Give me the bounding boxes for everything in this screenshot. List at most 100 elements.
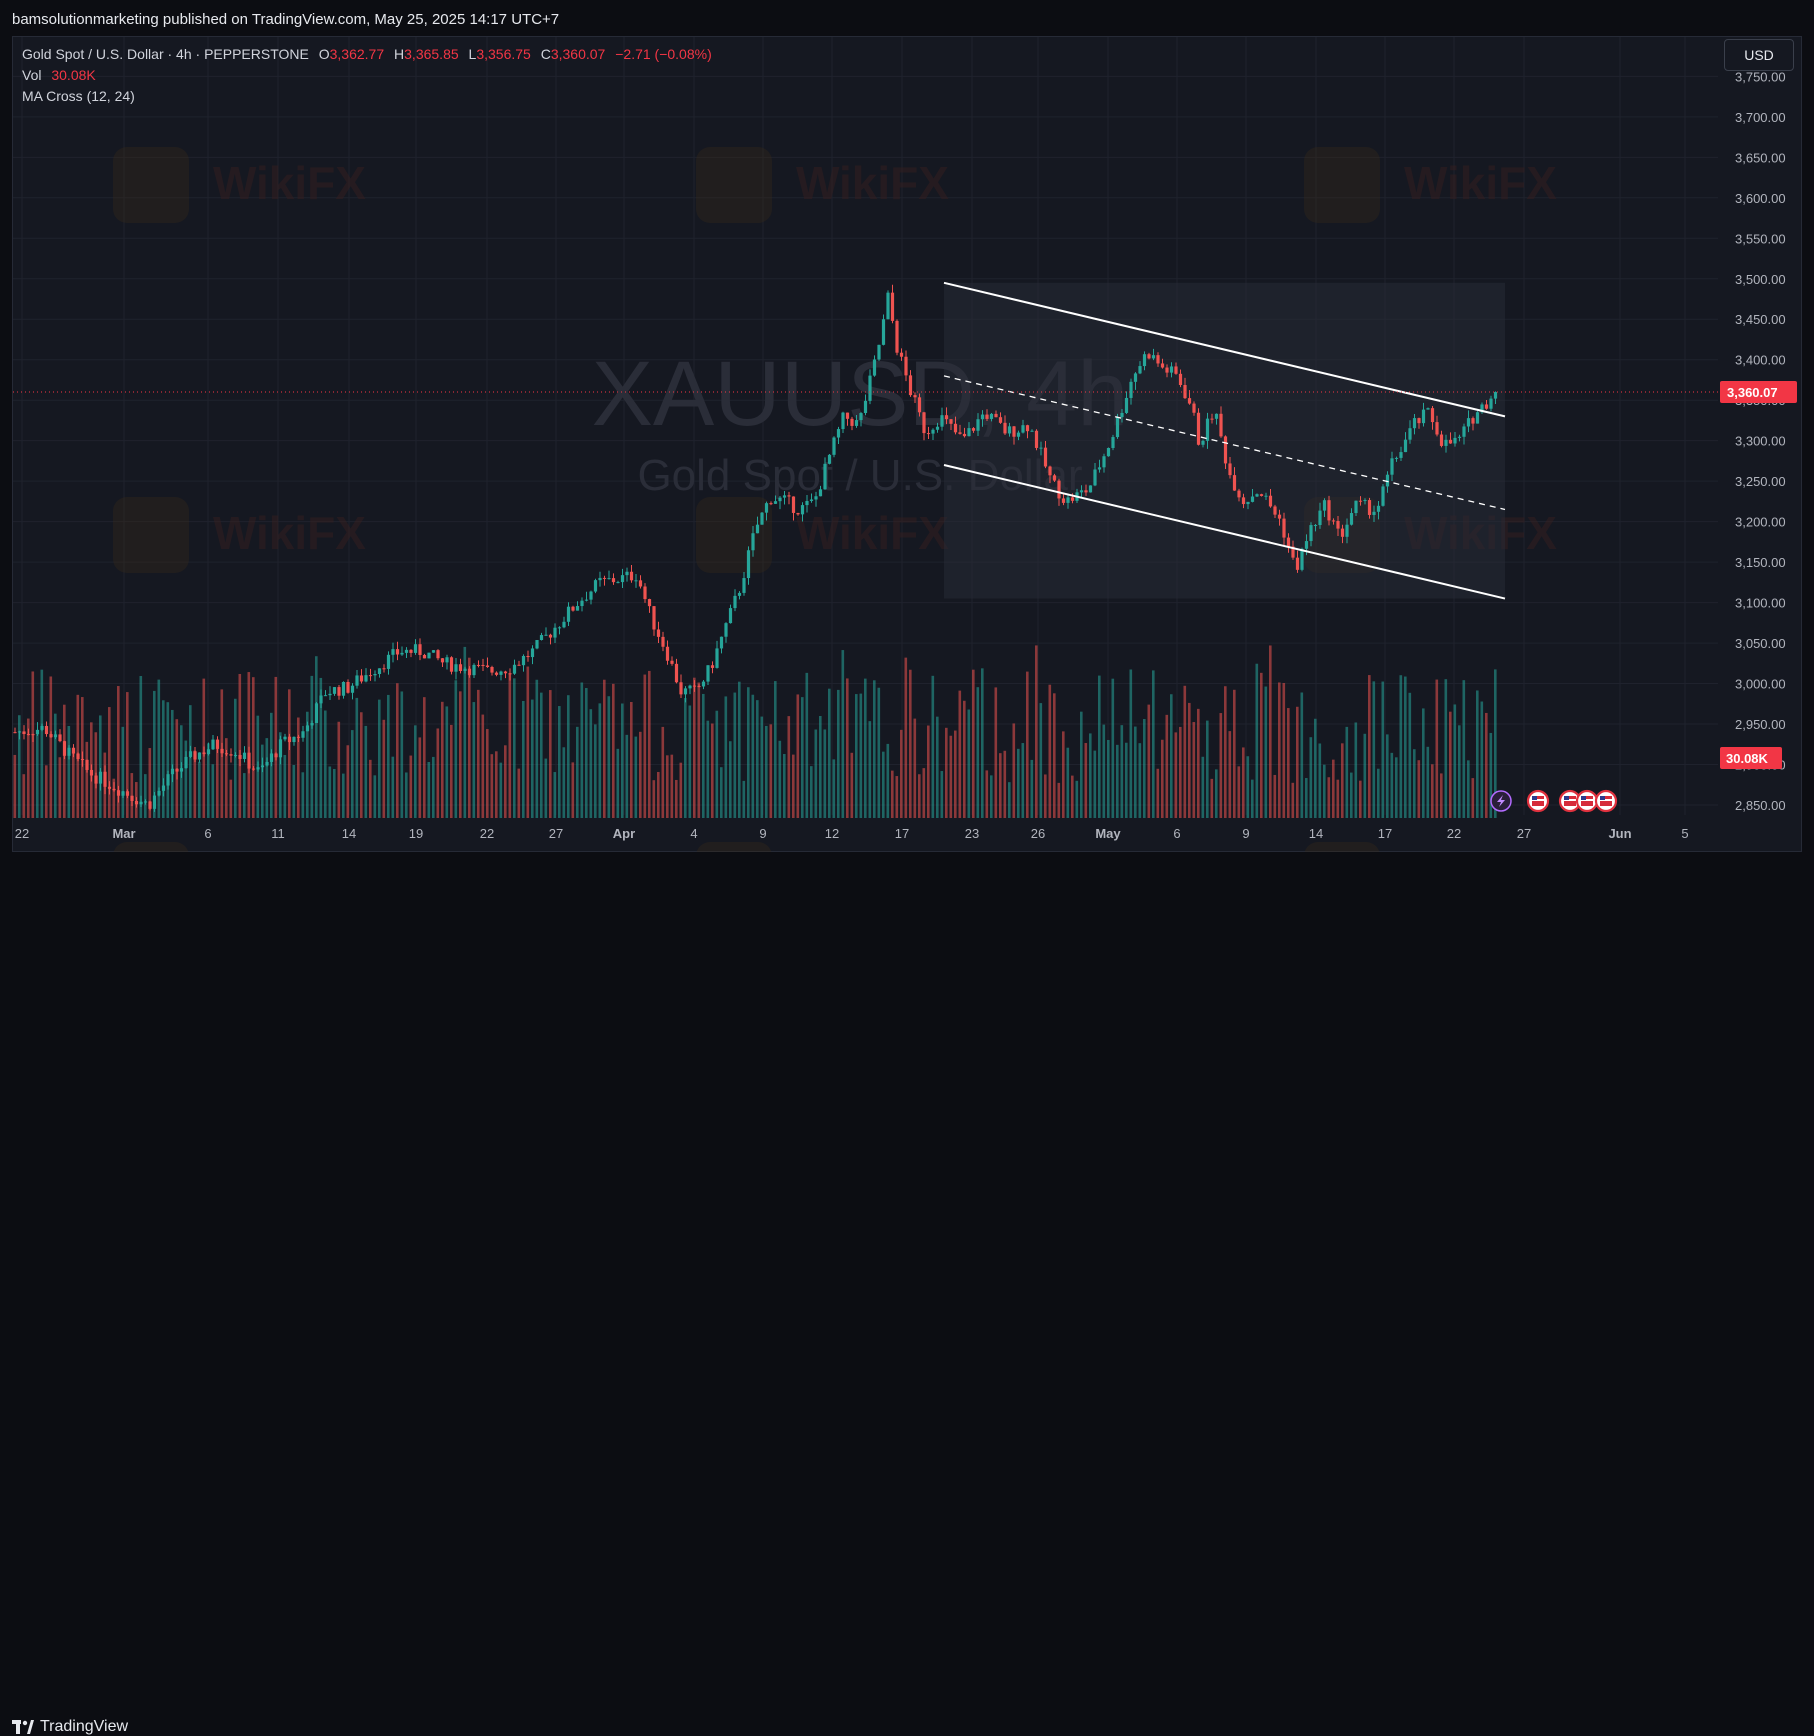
high-value: 3,365.85 <box>404 46 459 62</box>
volume-bar <box>1183 685 1187 818</box>
candle-body <box>544 634 548 636</box>
volume-bar <box>481 714 485 818</box>
volume-bar <box>274 676 278 818</box>
candle-body <box>692 685 697 687</box>
volume-bar <box>976 687 980 818</box>
price-chart[interactable]: WikiFXWikiFXWikiFXWikiFXWikiFXWikiFXWiki… <box>0 0 1814 897</box>
wikifx-logo-icon <box>113 497 189 573</box>
volume-bar <box>472 702 476 818</box>
candle-body <box>1079 490 1084 493</box>
candle-body <box>1435 422 1439 435</box>
volume-bar <box>1278 682 1281 818</box>
y-tick-label: 3,150.00 <box>1735 555 1786 570</box>
volume-bar <box>1201 756 1205 818</box>
candle-body <box>976 419 980 431</box>
y-tick-label: 3,550.00 <box>1735 231 1786 246</box>
candle-body <box>467 668 472 676</box>
candle-body <box>1421 409 1426 424</box>
volume-bar <box>769 724 773 818</box>
indicator-label: MA Cross (12, 24) <box>22 88 135 104</box>
volume-bar <box>841 650 845 818</box>
candle-body <box>1408 428 1412 440</box>
candle-body <box>571 606 575 611</box>
channel-mid-line[interactable] <box>943 375 1506 511</box>
candle-body <box>1340 528 1345 537</box>
candle-body <box>728 608 733 624</box>
channel-lower-line[interactable] <box>943 463 1506 600</box>
candle-body <box>238 755 242 759</box>
candle-body <box>359 675 364 682</box>
candle-body <box>940 415 944 427</box>
event-markers[interactable] <box>1490 789 1618 813</box>
tradingview-logo-icon <box>12 1720 34 1734</box>
candle-body <box>89 769 94 776</box>
volume-bar <box>391 756 395 818</box>
candle-body <box>152 795 157 809</box>
candle-body <box>332 687 337 694</box>
volume-bar <box>58 757 62 818</box>
channel-lines[interactable] <box>943 281 1506 600</box>
volume-bar <box>693 677 696 818</box>
volume-bar <box>738 681 741 818</box>
volume-bar <box>454 680 458 818</box>
candle-body <box>395 649 400 655</box>
lightning-glyph <box>1497 795 1505 807</box>
candle-body <box>94 775 98 784</box>
volume-bar <box>1372 681 1376 818</box>
candle-body <box>634 580 638 582</box>
time-axis[interactable]: 22 Mar 6 11 14 19 22 27 Apr 4 9 12 17 23 26 May 6 9 14 17 22… <box>15 826 1689 841</box>
volume-bar <box>877 687 881 818</box>
price-axis[interactable]: 2,850.002,900.002,950.003,000.003,050.00… <box>1735 69 1786 813</box>
ohlc-row: Gold Spot / U.S. Dollar · 4h · PEPPERSTO… <box>22 44 712 65</box>
volume-bar <box>918 774 921 818</box>
footer: TradingView <box>0 852 1814 1735</box>
volume-bar <box>1408 692 1412 818</box>
candle-body <box>211 739 215 750</box>
candle-body <box>463 668 467 671</box>
volume-bar <box>513 678 516 818</box>
candle-body <box>1493 392 1498 399</box>
x-tick-label: 5 <box>1681 826 1688 841</box>
candle-body <box>521 655 526 666</box>
candle-body <box>809 499 814 501</box>
volume-bar <box>805 672 809 818</box>
volume-bar <box>522 700 525 818</box>
channel-upper-line[interactable] <box>943 281 1506 418</box>
candle-body <box>643 586 647 600</box>
candle-body <box>1336 520 1340 529</box>
candle-body <box>1138 366 1142 374</box>
candle-body <box>1165 367 1169 373</box>
volume-bar <box>1305 778 1308 818</box>
candle-body <box>1214 413 1219 419</box>
candle-body <box>1066 497 1070 503</box>
volume-bar <box>315 656 318 818</box>
volume-bar <box>1080 711 1083 818</box>
volume-bar <box>148 748 152 818</box>
volume-bar <box>778 740 782 818</box>
volume-bar <box>333 768 336 818</box>
volume-bar <box>1093 750 1097 818</box>
volume-bar <box>364 725 368 818</box>
volume-bar <box>1030 759 1034 818</box>
candle-body <box>49 734 53 738</box>
tradingview-brand: TradingView <box>40 1718 129 1735</box>
candle-body <box>787 495 791 497</box>
candle-body <box>148 801 152 809</box>
volume-bar <box>409 755 413 818</box>
y-tick-label: 3,050.00 <box>1735 636 1786 651</box>
volume-bar <box>1264 686 1268 818</box>
volume-bar <box>648 670 651 818</box>
candle-body <box>562 621 566 628</box>
candle-body <box>445 657 449 663</box>
candle-body <box>1192 403 1196 413</box>
candle-body <box>971 428 976 431</box>
currency-button[interactable]: USD <box>1724 39 1794 71</box>
candle-body <box>130 795 134 802</box>
volume-bar <box>922 768 926 818</box>
volume-bar <box>49 676 53 818</box>
candle-body <box>166 774 170 786</box>
chart-legend: Gold Spot / U.S. Dollar · 4h · PEPPERSTO… <box>22 44 712 107</box>
candle-body <box>40 725 44 730</box>
candle-body <box>1201 440 1205 445</box>
tradingview-logo[interactable]: TradingView <box>12 1718 128 1736</box>
